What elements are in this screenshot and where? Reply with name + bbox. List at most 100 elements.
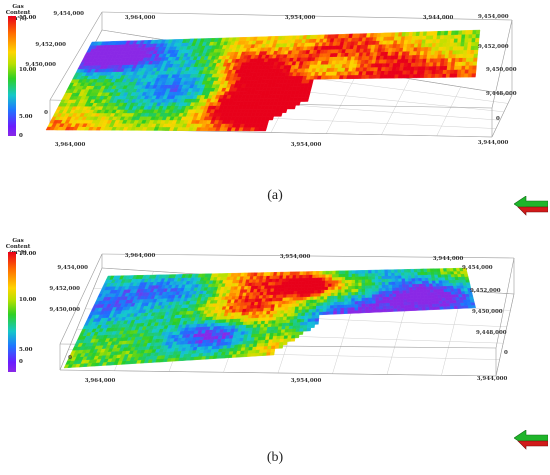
- surface-cell: [350, 306, 355, 311]
- surface-cell: [429, 288, 435, 293]
- surface-cell: [324, 286, 329, 291]
- surface-cell: [291, 277, 297, 282]
- surface-cell: [295, 328, 301, 332]
- surface-cell: [323, 301, 328, 306]
- surface-cell: [371, 278, 376, 283]
- surface-cell: [368, 294, 373, 298]
- surface-cell: [358, 276, 363, 280]
- surface-cell: [389, 302, 394, 306]
- surface-cell: [317, 292, 322, 297]
- surface-cell: [368, 285, 373, 289]
- surface-cell: [394, 272, 399, 276]
- surface-cell: [351, 288, 356, 293]
- surface-cell: [290, 284, 296, 289]
- tick-label-left: 9,454,000: [57, 265, 88, 271]
- surface-cell: [403, 298, 408, 303]
- colorbar-tick-low: 5.00: [19, 347, 33, 353]
- surface-cell: [375, 293, 380, 298]
- surface-cell: [322, 270, 327, 275]
- surface-cell: [405, 280, 410, 285]
- surface-cell: [365, 279, 369, 283]
- surface-cell: [467, 41, 472, 47]
- surface-cell: [456, 73, 462, 78]
- surface-cell: [458, 57, 464, 62]
- surface-cell: [309, 296, 315, 300]
- surface-cell: [333, 298, 338, 303]
- surface-cell: [410, 66, 415, 71]
- surface-cell: [319, 308, 324, 313]
- surface-cell: [424, 300, 429, 305]
- surface-cell: [334, 286, 339, 290]
- surface-cell: [351, 310, 356, 314]
- surface-cell: [308, 280, 313, 285]
- surface-cell: [361, 300, 366, 305]
- surface-cell: [465, 30, 470, 35]
- surface-cell: [374, 269, 379, 274]
- surface-cell: [398, 284, 403, 288]
- surface-cell: [298, 306, 303, 310]
- surface-cell: [308, 274, 313, 279]
- surface-cell: [306, 327, 312, 332]
- surface-cell: [361, 285, 366, 289]
- surface-cell: [382, 296, 387, 301]
- surface-cell: [457, 34, 463, 39]
- nav-arrow-icon[interactable]: [514, 430, 548, 450]
- surface-cell: [347, 288, 352, 293]
- surface-cell: [262, 352, 268, 356]
- surface-cell: [300, 315, 306, 320]
- surface-cell: [322, 273, 327, 278]
- surface-cell: [471, 41, 476, 47]
- surface-cell: [450, 34, 456, 39]
- surface-cell: [396, 296, 401, 300]
- surface-cell: [318, 277, 323, 281]
- surface-cell: [445, 46, 451, 51]
- surface-cell: [308, 308, 313, 313]
- surface-cell: [303, 97, 310, 102]
- surface-cell: [407, 268, 412, 273]
- surface-cell: [348, 279, 353, 284]
- surface-cell: [456, 41, 462, 47]
- surface-cell: [341, 288, 346, 293]
- surface-cell: [296, 290, 302, 295]
- surface-cell: [305, 302, 311, 307]
- surface-cell: [331, 283, 336, 287]
- surface-cell: [325, 270, 330, 275]
- surface-cell: [466, 49, 472, 55]
- surface-cell: [454, 30, 460, 35]
- surface-cell: [348, 282, 352, 287]
- surface-cell: [365, 294, 369, 298]
- nav-arrow-icon[interactable]: [514, 196, 548, 216]
- surface-cell: [396, 299, 401, 303]
- surface-cell: [388, 281, 393, 285]
- surface-cell: [354, 285, 359, 290]
- surface-cell: [389, 296, 394, 300]
- surface-cell: [341, 279, 346, 284]
- surface-cell: [307, 82, 313, 87]
- surface-cell: [351, 294, 356, 299]
- surface-cell: [400, 304, 405, 309]
- box-edge: [495, 257, 515, 349]
- surface-cell: [317, 289, 322, 294]
- surface-cell: [287, 331, 293, 336]
- surface-cell: [310, 289, 315, 294]
- surface-cell: [430, 294, 435, 299]
- surface-cell: [364, 269, 369, 274]
- surface-cell: [428, 283, 434, 287]
- surface-cell: [358, 300, 362, 305]
- surface-cell: [328, 273, 333, 278]
- surface-cell: [402, 295, 408, 300]
- surface-cell: [341, 285, 346, 290]
- surface-cell: [375, 308, 380, 313]
- surface-cell: [312, 302, 317, 307]
- surface-cell: [334, 279, 339, 284]
- surface-cell: [400, 272, 405, 276]
- surface-cell: [297, 309, 303, 313]
- surface-cell: [421, 280, 426, 284]
- surface-cell: [378, 296, 383, 301]
- surface-cell: [351, 303, 356, 308]
- surface-cell: [401, 283, 407, 288]
- surface-cell: [364, 288, 369, 292]
- surface-cell: [460, 69, 466, 74]
- surface-cell: [277, 329, 282, 333]
- surface-cell: [348, 276, 353, 281]
